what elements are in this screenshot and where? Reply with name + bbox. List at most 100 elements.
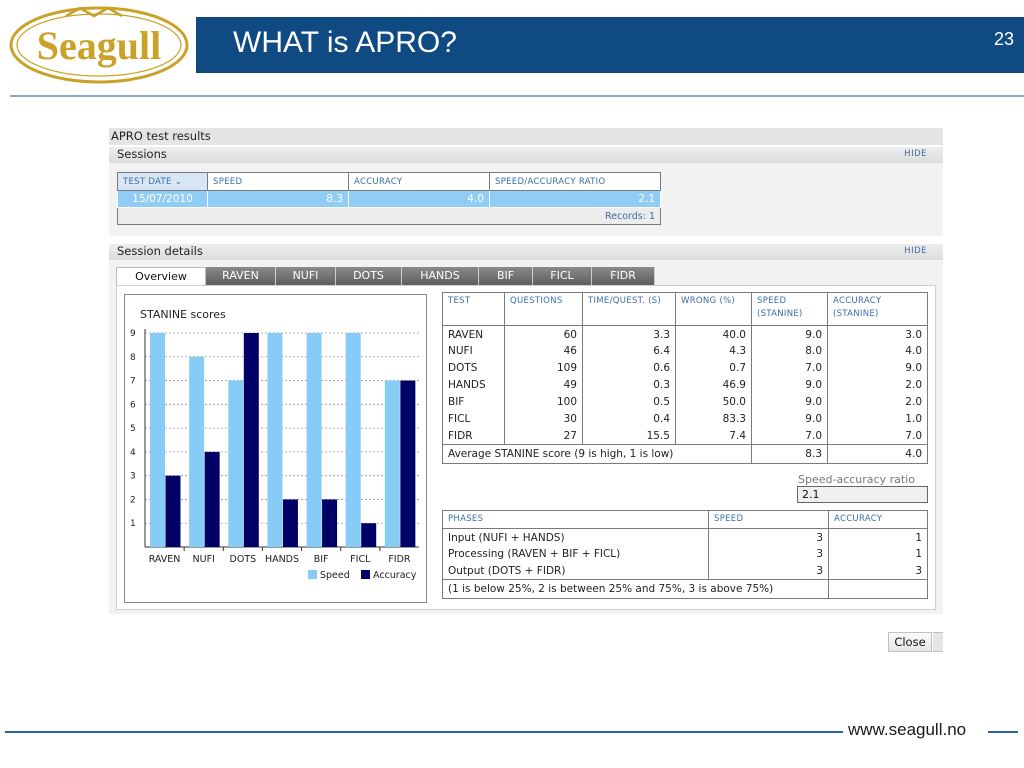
test-row-cell: RAVEN	[442, 325, 505, 343]
phase-row: Output (DOTS + FIDR) 3 3	[442, 562, 928, 580]
tab-raven[interactable]: RAVEN	[206, 267, 276, 285]
test-row-cell: 9.0	[751, 410, 828, 428]
logo-text: Seagull	[37, 23, 161, 68]
bar-speed-bif	[306, 333, 322, 547]
test-row-cell: 49	[504, 376, 583, 394]
test-row-cell: 100	[504, 393, 583, 411]
test-row-cell: 7.0	[751, 427, 828, 445]
session-ratio: 2.1	[489, 190, 661, 208]
phase-row-cell: 1	[828, 545, 928, 563]
bar-accuracy-fidr	[400, 380, 416, 547]
slide-title: WHAT is APRO?	[233, 26, 457, 59]
col-speed[interactable]: SPEED	[207, 172, 349, 191]
legend-swatch-speed	[308, 570, 317, 579]
chart-title: STANINE scores	[140, 308, 226, 321]
col-accuracy[interactable]: ACCURACY	[348, 172, 490, 191]
tab-overview[interactable]: Overview	[116, 267, 206, 285]
bar-accuracy-bif	[322, 499, 338, 547]
stanine-chart: STANINE scores 1 2 3 4 5 6 7 8 9 RAVEN NUFI DOTS HAN…	[124, 294, 427, 603]
x-tick-label: FIDR	[388, 554, 411, 565]
test-row-cell: FIDR	[442, 427, 505, 445]
test-row-cell: HANDS	[442, 376, 505, 394]
y-tick-label: 4	[130, 448, 136, 458]
test-row-cell: 2.0	[827, 393, 928, 411]
details-tabs: Overview RAVEN NUFI DOTS HANDS BIF FICL …	[116, 267, 655, 285]
sessions-panel-header: Sessions HIDE	[109, 147, 943, 163]
title-bar: WHAT is APRO? 23	[196, 17, 1024, 73]
col-time-per-question: TIME/QUEST. (S)	[582, 292, 676, 326]
session-accuracy: 4.0	[348, 190, 490, 208]
test-row-cell: 83.3	[675, 410, 752, 428]
bar-speed-raven	[150, 333, 165, 547]
y-tick-label: 1	[130, 519, 136, 529]
y-tick-label: 8	[130, 353, 136, 363]
test-row-cell: 4.0	[827, 342, 928, 360]
col-accuracy-stanine: ACCURACY (STANINE)	[827, 292, 928, 326]
col-ratio[interactable]: SPEED/ACCURACY RATIO	[489, 172, 661, 191]
phase-row-cell: 3	[708, 528, 829, 546]
bar-speed-hands	[267, 333, 283, 547]
test-row-cell: 60	[504, 325, 583, 343]
test-row-cell: 7.0	[751, 359, 828, 377]
test-row-cell: 9.0	[751, 393, 828, 411]
phases-table: PHASES SPEED ACCURACY Input (NUFI + HAND…	[442, 510, 928, 599]
test-row-cell: 0.7	[675, 359, 752, 377]
test-row: DOTS 109 0.6 0.7 7.0 9.0	[442, 359, 928, 377]
tab-ficl[interactable]: FICL	[533, 267, 592, 285]
test-row: RAVEN 60 3.3 40.0 9.0 3.0	[442, 325, 928, 343]
test-row-cell: NUFI	[442, 342, 505, 360]
details-hide-link[interactable]: HIDE	[904, 246, 927, 256]
y-tick-label: 5	[130, 424, 136, 434]
phase-row-cell: Processing (RAVEN + BIF + FICL)	[442, 545, 709, 563]
test-row: NUFI 46 6.4 4.3 8.0 4.0	[442, 342, 928, 360]
x-tick-label: RAVEN	[149, 554, 181, 565]
col-test: TEST	[442, 292, 505, 326]
sessions-hide-link[interactable]: HIDE	[904, 149, 927, 159]
records-count: Records: 1	[117, 207, 661, 225]
test-row: FICL 30 0.4 83.3 9.0 1.0	[442, 410, 928, 428]
session-row[interactable]: 15/07/2010 8.3 4.0 2.1	[117, 190, 661, 208]
sessions-title: Sessions	[117, 147, 167, 161]
average-accuracy: 4.0	[827, 444, 928, 464]
tab-hands[interactable]: HANDS	[402, 267, 479, 285]
test-row: BIF 100 0.5 50.0 9.0 2.0	[442, 393, 928, 411]
x-tick-label: HANDS	[265, 554, 299, 565]
phase-row-cell: 3	[708, 562, 829, 580]
test-row-cell: 0.6	[582, 359, 676, 377]
tab-fidr[interactable]: FIDR	[592, 267, 655, 285]
average-label: Average STANINE score (9 is high, 1 is l…	[442, 444, 752, 464]
bar-speed-ficl	[345, 333, 361, 547]
test-row-cell: 1.0	[827, 410, 928, 428]
footer-divider-left	[5, 731, 843, 733]
test-row-cell: 46	[504, 342, 583, 360]
tab-bif[interactable]: BIF	[479, 267, 533, 285]
average-speed: 8.3	[751, 444, 828, 464]
test-row-cell: 3.0	[827, 325, 928, 343]
phase-row: Input (NUFI + HANDS) 3 1	[442, 528, 928, 546]
close-button-edge	[933, 632, 943, 652]
phase-row-cell: Input (NUFI + HANDS)	[442, 528, 709, 546]
col-questions: QUESTIONS	[504, 292, 583, 326]
tab-nufi[interactable]: NUFI	[276, 267, 336, 285]
test-row-cell: 9.0	[751, 376, 828, 394]
col-test-date[interactable]: TEST DATE ⌄	[117, 172, 208, 191]
footer-divider-right	[988, 731, 1018, 733]
bar-speed-dots	[228, 380, 244, 547]
test-row-cell: 9.0	[751, 325, 828, 343]
session-date: 15/07/2010	[117, 190, 208, 208]
ratio-label: Speed-accuracy ratio	[798, 473, 915, 486]
y-tick-label: 9	[130, 329, 136, 339]
header-divider	[10, 95, 1024, 97]
test-row-cell: FICL	[442, 410, 505, 428]
test-row-cell: BIF	[442, 393, 505, 411]
close-button[interactable]: Close	[888, 632, 932, 652]
x-tick-label: NUFI	[193, 554, 215, 565]
phases-legend: (1 is below 25%, 2 is between 25% and 75…	[442, 579, 829, 599]
col-phases: PHASES	[442, 510, 709, 529]
tab-dots[interactable]: DOTS	[336, 267, 402, 285]
test-row-cell: DOTS	[442, 359, 505, 377]
legend-swatch-accuracy	[361, 570, 370, 579]
legend-label-accuracy: Accuracy	[373, 570, 417, 581]
sessions-table: TEST DATE ⌄ SPEED ACCURACY SPEED/ACCURAC…	[117, 172, 661, 225]
apro-app: APRO test results Sessions HIDE TEST DAT…	[109, 128, 943, 628]
